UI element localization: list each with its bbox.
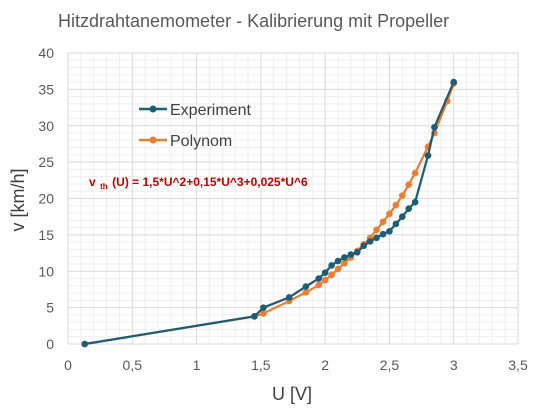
data-point-experiment (373, 234, 380, 242)
data-point-polynom (315, 281, 323, 289)
data-point-polynom (334, 265, 342, 273)
data-point-experiment (347, 251, 355, 258)
data-point-polynom (392, 201, 400, 209)
data-point-polynom (321, 276, 329, 284)
legend-marker-polynom (149, 136, 157, 144)
x-tick-label: 0,5 (123, 357, 143, 373)
formula-prefix: v (89, 175, 96, 189)
x-tick-label: 1 (193, 357, 201, 373)
data-point-experiment (321, 269, 329, 277)
data-point-polynom (373, 226, 380, 234)
legend-label-polynom: Polynom (170, 133, 232, 150)
formula-subscript: th (100, 182, 108, 191)
data-point-experiment (360, 242, 368, 250)
data-point-polynom (405, 181, 413, 188)
data-point-experiment (341, 254, 348, 261)
x-axis-label: U [V] (272, 384, 312, 404)
data-point-experiment (366, 238, 374, 245)
data-point-experiment (81, 340, 89, 348)
data-point-polynom (379, 218, 387, 226)
data-point-polynom (328, 271, 335, 279)
data-point-experiment (411, 198, 419, 206)
data-point-polynom (398, 192, 406, 199)
series-layer (81, 78, 458, 348)
x-tick-label: 3 (450, 357, 458, 373)
data-point-experiment (260, 304, 267, 311)
data-point-polynom (302, 289, 310, 296)
data-point-experiment (450, 78, 458, 86)
y-axis-ticks: 0 5 10 15 20 25 30 35 40 (38, 45, 54, 352)
data-point-experiment (379, 230, 387, 238)
x-tick-label: 0 (64, 357, 72, 373)
data-point-experiment (424, 152, 432, 159)
legend-label-experiment: Experiment (170, 102, 251, 119)
data-point-experiment (353, 249, 361, 256)
x-axis-ticks: 0 0,5 1 1,5 2 2,5 3 3,5 (64, 357, 528, 373)
data-point-experiment (334, 257, 342, 265)
y-tick-label: 35 (38, 81, 54, 97)
data-point-experiment (392, 220, 400, 228)
y-tick-label: 10 (38, 263, 54, 279)
formula-annotation: v th (U) = 1,5*U^2+0,15*U^3+0,025*U^6 (89, 173, 308, 193)
data-point-experiment (398, 213, 406, 220)
data-point-experiment (251, 313, 258, 320)
y-tick-label: 30 (38, 118, 54, 134)
data-point-experiment (431, 123, 438, 131)
data-point-experiment (302, 283, 310, 290)
x-tick-label: 2 (321, 357, 329, 373)
y-tick-label: 5 (46, 300, 54, 316)
data-point-experiment (285, 294, 293, 301)
data-point-experiment (386, 227, 393, 235)
chart-title: Hitzdrahtanemometer - Kalibrierung mit P… (58, 11, 449, 31)
legend-marker-experiment (149, 105, 157, 113)
x-tick-label: 3,5 (508, 357, 528, 373)
data-point-polynom (341, 259, 348, 267)
data-point-experiment (315, 275, 323, 282)
data-point-experiment (405, 205, 413, 212)
data-point-experiment (328, 262, 335, 269)
y-tick-label: 40 (38, 45, 54, 61)
data-point-polynom (386, 210, 393, 218)
data-point-polynom (411, 169, 419, 177)
x-tick-label: 1,5 (251, 357, 271, 373)
legend: Experiment Polynom (139, 102, 251, 150)
data-point-polynom (260, 310, 267, 317)
grid-major (67, 52, 519, 345)
y-axis-label: v [km/h] (8, 168, 28, 231)
y-tick-label: 20 (38, 191, 54, 207)
x-tick-label: 2,5 (380, 357, 400, 373)
formula-body: (U) = 1,5*U^2+0,15*U^3+0,025*U^6 (112, 175, 308, 189)
y-tick-label: 25 (38, 154, 54, 170)
y-tick-label: 15 (38, 227, 54, 243)
y-tick-label: 0 (46, 336, 54, 352)
